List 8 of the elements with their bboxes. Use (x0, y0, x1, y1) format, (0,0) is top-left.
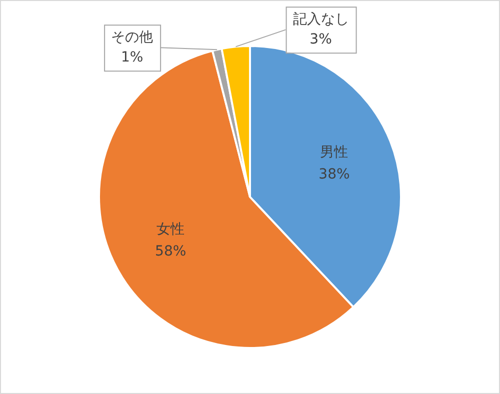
data-label: 1% (120, 49, 144, 66)
slice-label: その他 (111, 29, 154, 46)
slice-label: 男性 (320, 144, 348, 160)
data-label: 38% (318, 166, 350, 182)
data-label: 3% (310, 31, 332, 48)
data-label: 58% (155, 243, 186, 260)
slice-label: 記入なし (292, 11, 349, 28)
slice-label: 女性 (156, 221, 185, 238)
